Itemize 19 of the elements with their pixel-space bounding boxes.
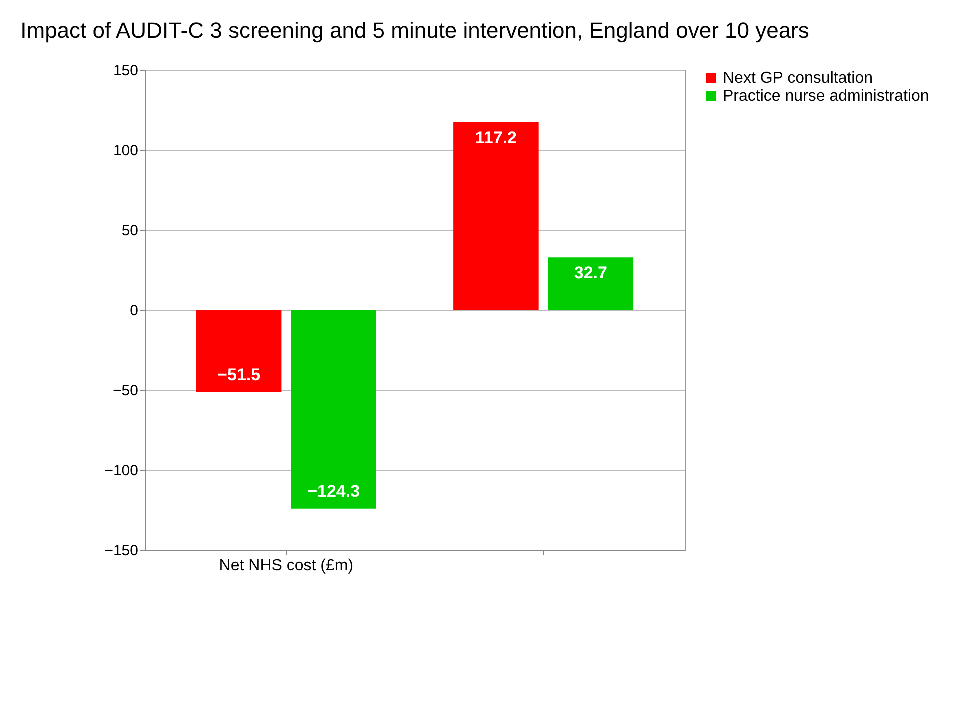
bar (548, 258, 634, 310)
legend-label: Practice nurse administration (723, 88, 930, 105)
chart-title: Impact of AUDIT-C 3 screening and 5 minute intervention, England over 10 years (20, 18, 810, 43)
bar (196, 310, 282, 392)
data-label: 32.7 (574, 264, 608, 283)
legend-label: Next GP consultation (723, 70, 874, 87)
y-tick-label: 100 (113, 142, 138, 160)
y-tick-label: 50 (122, 222, 138, 240)
data-label: 117.2 (475, 128, 518, 148)
bar (454, 122, 539, 310)
x-tick-label: Net NHS cost (£m) (219, 558, 354, 574)
data-label: −51.5 (218, 365, 261, 384)
y-tick-label: −100 (104, 462, 138, 480)
y-tick-label: 0 (130, 302, 138, 320)
y-tick-label: 150 (113, 62, 138, 80)
data-label: −124.3 (308, 482, 360, 501)
bar (291, 310, 376, 509)
y-tick-label: −50 (113, 382, 138, 400)
y-tick-label: −150 (104, 542, 138, 560)
